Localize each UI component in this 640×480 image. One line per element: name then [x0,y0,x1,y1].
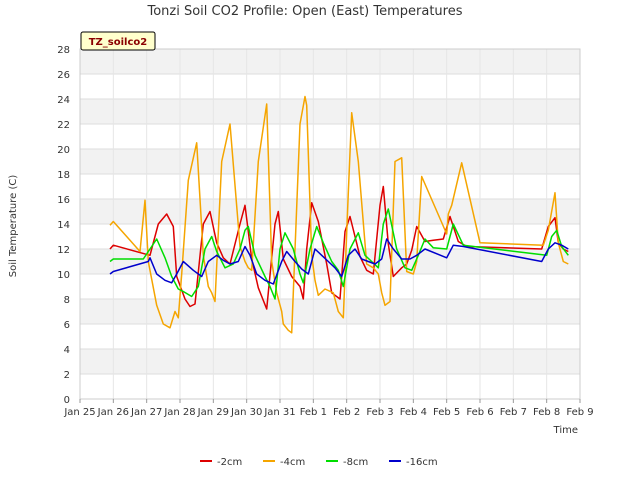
legend-item: -8cm [326,457,368,468]
x-tick-label: Feb 5 [433,407,460,418]
x-axis-label: Time [553,425,578,436]
plot-band [80,99,580,124]
series-line-8cm [109,208,569,300]
chart-title: Tonzi Soil CO2 Profile: Open (East) Temp… [146,4,462,19]
x-tick-label: Feb 3 [366,407,393,418]
x-tick-label: Jan 26 [97,407,129,418]
x-tick-label: Jan 25 [63,407,95,418]
legend: -2cm -4cm -8cm -16cm [200,457,438,468]
legend-item: -2cm [200,457,242,468]
plot-band [80,49,580,74]
x-tick-label: Jan 30 [230,407,262,418]
y-tick-label: 8 [64,295,70,306]
y-tick-label: 14 [57,220,70,231]
x-tick-label: Jan 31 [263,407,295,418]
plot-band [80,199,580,224]
plot-frame [79,48,581,400]
y-tick-label: 22 [57,120,70,131]
y-tick-label: 4 [64,345,70,356]
y-tick-label: 10 [57,270,70,281]
series-line-2cm [109,185,569,310]
x-tick-label: Feb 2 [333,407,360,418]
legend-item: -16cm [389,457,438,468]
legend-item: -4cm [263,457,305,468]
y-tick-label: 12 [57,245,70,256]
series-lines [109,95,569,334]
plot-band [80,299,580,324]
plot-band [80,349,580,374]
x-tick-label: Feb 1 [300,407,327,418]
legend-label: -2cm [217,457,242,468]
y-tick-label: 20 [57,145,70,156]
dataset-badge-label: TZ_soilco2 [89,37,148,48]
x-tick-label: Feb 6 [466,407,493,418]
plot-band [80,149,580,174]
y-tick-label: 24 [57,95,70,106]
y-tick-label: 2 [64,370,70,381]
y-tick-label: 16 [57,195,70,206]
x-tick-label: Jan 29 [197,407,229,418]
x-axis-ticks: Jan 25 Jan 26 Jan 27 Jan 28 Jan 29 Jan 30 Jan … [63,399,594,418]
legend-label: -4cm [280,457,305,468]
x-tick-label: Feb 4 [400,407,427,418]
y-tick-label: 28 [57,45,70,56]
x-tick-label: Feb 9 [566,407,593,418]
x-tick-label: Jan 28 [163,407,195,418]
legend-label: -8cm [343,457,368,468]
dataset-badge-box [80,31,156,51]
x-tick-label: Jan 27 [130,407,162,418]
dataset-badge: TZ_soilco2 [80,31,156,51]
legend-label: -16cm [406,457,438,468]
series-line-4cm [109,95,569,334]
series-line-16cm [109,238,569,285]
x-tick-label: Feb 7 [500,407,527,418]
y-tick-label: 6 [64,320,70,331]
y-tick-label: 26 [57,70,70,81]
y-tick-label: 0 [64,395,70,406]
x-tick-label: Feb 8 [533,407,560,418]
y-tick-label: 18 [57,170,70,181]
y-axis-label: Soil Temperature (C) [8,175,19,278]
